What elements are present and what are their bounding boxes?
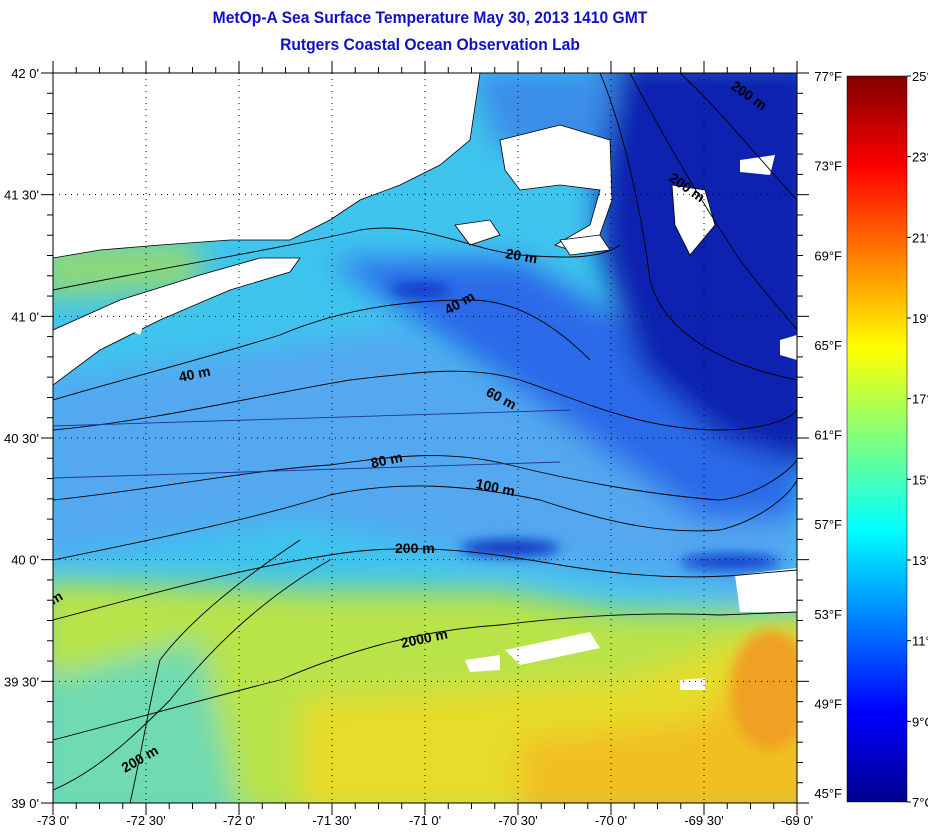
fahrenheit-label: 73°F bbox=[814, 159, 842, 174]
fahrenheit-label: 53°F bbox=[814, 607, 842, 622]
contour-label: 40 m bbox=[177, 363, 212, 385]
lat-label: 40 30' bbox=[4, 431, 39, 446]
lat-label: 40 0' bbox=[11, 553, 39, 568]
lon-label: -70 30' bbox=[498, 813, 537, 828]
celsius-label: 11°C bbox=[912, 634, 928, 649]
lon-label: -71 0' bbox=[409, 813, 441, 828]
graticule bbox=[53, 73, 797, 803]
celsius-label: 7°C bbox=[912, 795, 928, 810]
fahrenheit-label: 77°F bbox=[814, 69, 842, 84]
fahrenheit-label: 69°F bbox=[814, 248, 842, 263]
contour-label: 200 m bbox=[395, 540, 435, 556]
celsius-label: 23°C bbox=[912, 150, 928, 165]
celsius-label: 17°C bbox=[912, 392, 928, 407]
fahrenheit-label: 65°F bbox=[814, 338, 842, 353]
land bbox=[53, 73, 797, 690]
lat-label: 41 0' bbox=[11, 309, 39, 324]
celsius-label: 21°C bbox=[912, 230, 928, 245]
lon-label: -72 0' bbox=[223, 813, 255, 828]
colorbar-labels: 7°C 9°C 11°C 13°C 15°C 17°C 19°C 21°C 23°C 25°C 45… bbox=[814, 69, 928, 810]
contour-label: 80 m bbox=[369, 449, 404, 471]
map-subtitle: Rutgers Coastal Ocean Observation Lab bbox=[280, 35, 580, 54]
fahrenheit-label: 45°F bbox=[814, 786, 842, 801]
map-title: MetOp-A Sea Surface Temperature May 30, … bbox=[212, 8, 648, 27]
celsius-label: 15°C bbox=[912, 472, 928, 487]
lon-label: -69 30' bbox=[684, 813, 723, 828]
axes: -73 0' -72 30' -72 0' -71 30' -71 0' -70 30' -… bbox=[4, 61, 813, 828]
fahrenheit-label: 49°F bbox=[814, 696, 842, 711]
celsius-label: 19°C bbox=[912, 311, 928, 326]
colorbar bbox=[846, 75, 908, 803]
contour-label: 20 m bbox=[504, 245, 538, 266]
celsius-label: 9°C bbox=[912, 714, 928, 729]
bathymetry-contours bbox=[53, 73, 797, 803]
celsius-label: 25°C bbox=[912, 69, 928, 84]
lon-label: -72 30' bbox=[126, 813, 165, 828]
fahrenheit-label: 61°F bbox=[814, 428, 842, 443]
lon-label: -70 0' bbox=[595, 813, 627, 828]
sst-field: 20 m 40 m 40 m 60 m 80 m 100 m 200 m 200… bbox=[53, 73, 797, 803]
fahrenheit-label: 57°F bbox=[814, 517, 842, 532]
lon-label: -73 0' bbox=[37, 813, 69, 828]
lon-label: -69 0' bbox=[781, 813, 813, 828]
lat-label: 42 0' bbox=[11, 66, 39, 81]
lat-label: 41 30' bbox=[4, 188, 39, 203]
celsius-label: 13°C bbox=[912, 553, 928, 568]
lat-label: 39 0' bbox=[11, 796, 39, 811]
lon-label: -71 30' bbox=[312, 813, 351, 828]
lat-label: 39 30' bbox=[4, 674, 39, 689]
